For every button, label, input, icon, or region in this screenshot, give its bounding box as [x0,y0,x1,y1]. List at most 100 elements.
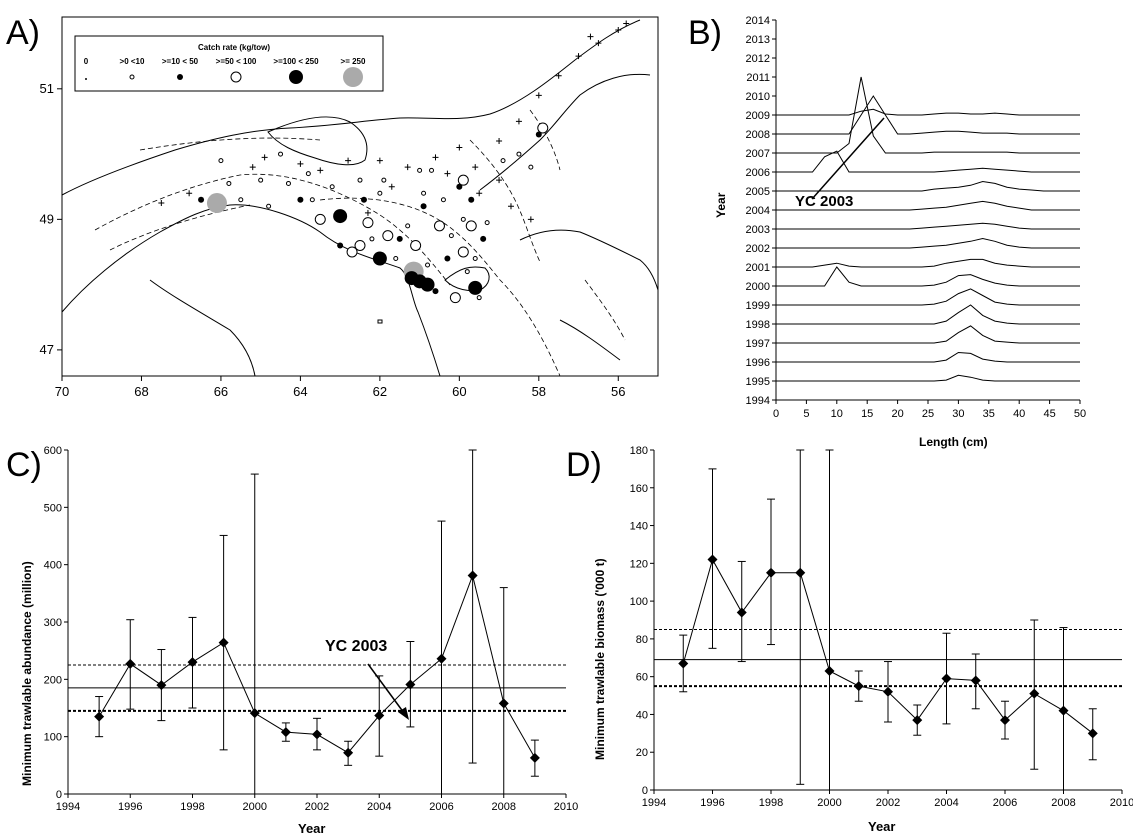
legend-symbol [85,78,87,80]
panel-c-data-point [405,679,416,690]
panel-c-data-point [280,727,291,738]
panel-c-data-point [374,710,385,721]
panel-d-x-tick-label: 2010 [1110,797,1133,809]
panel-c-data-point [94,711,105,722]
panel-b-y-tick-label: 2011 [746,72,770,84]
panel-b-y-tick-label: 2003 [746,224,770,236]
panel-b-y-tick-label: 2014 [746,15,770,27]
catch-point [575,53,582,60]
catch-point [297,196,304,203]
panel-c-x-tick-label: 1998 [180,801,204,813]
catch-point [360,196,367,203]
legend-label: 0 [84,57,89,66]
catch-point [515,118,522,125]
panel-b-x-tick-label: 50 [1074,408,1086,420]
catch-point [372,251,387,266]
catch-point [615,27,622,34]
map-x-tick-label: 64 [293,384,307,399]
panel-c-y-tick-label: 0 [56,789,62,801]
panel-b-y-tick-label: 1996 [746,357,770,369]
coastline [61,19,659,377]
panel-d-y-tick-label: 80 [636,634,648,646]
catch-point [444,255,451,262]
panel-b-y-tick-label: 2009 [746,110,770,122]
panel-d-data-point [678,658,689,669]
catch-point [404,164,411,171]
length-frequency-line [776,200,1080,211]
legend-label: >=10 < 50 [162,57,199,66]
map-x-tick-label: 66 [214,384,228,399]
catch-point [496,177,503,184]
catch-point [382,230,394,242]
catch-point [587,33,594,40]
panel-d-y-tick-label: 140 [630,521,648,533]
legend-symbol [129,74,135,80]
legend-symbol [289,70,303,84]
panel-b-x-tick-label: 5 [803,408,809,420]
catch-point [297,160,304,167]
legend-box [74,35,384,92]
panel-d-data-point [970,675,981,686]
catch-point [258,177,264,183]
panel-b-ticks: 0 5 10 15 20 25 30 35 40 45 50 1994 1995 1996 1997 1998… [746,15,1087,420]
panel-d-plot: 1994 1996 1998 2000 2002 2004 2006 2008 2010 0 20 4… [630,445,1133,809]
catch-point [535,131,542,138]
catch-point [472,164,479,171]
catch-point [226,180,232,186]
catch-point [357,177,363,183]
panel-b-x-tick-label: 45 [1043,408,1055,420]
panel-c-x-tick-label: 2002 [305,801,329,813]
panel-b-y-tick-label: 2002 [746,243,770,255]
catch-point [405,223,411,229]
panel-c-data-point [312,729,322,740]
length-frequency-line [776,76,1080,154]
panel-b-y-tick-label: 2013 [746,34,770,46]
panel-d-data-point [707,554,718,565]
panel-d-data-point [1087,728,1098,739]
panel-d-data-point [912,715,923,726]
panel-d-x-tick-label: 2008 [1051,797,1075,809]
panel-b-y-tick-label: 2010 [746,91,770,103]
legend-label: >=50 < 100 [216,57,257,66]
map-x-tick-label: 58 [532,384,546,399]
catch-point [314,213,326,225]
panel-c-data-point [187,657,198,668]
legend-label: >=100 < 250 [273,57,319,66]
panel-d-ylabel: Minimum trawlable biomass ('000 t) [593,558,607,760]
panel-d-y-tick-label: 120 [630,558,648,570]
panel-d-x-tick-label: 2000 [817,797,841,809]
panel-c-x-tick-label: 2006 [429,801,453,813]
panel-b-xlabel: Length (cm) [919,435,988,449]
panel-d-data-point [853,681,864,692]
catch-point [218,158,224,164]
catch-point [381,177,387,183]
panel-b-x-tick-label: 40 [1013,408,1025,420]
catch-point [496,138,503,145]
catch-point [388,183,395,190]
map-axes: 70 68 66 64 62 60 58 56 51 49 47 [40,81,626,399]
catch-point [396,235,403,242]
length-frequency-line [776,108,1080,116]
panel-d-data-point [736,607,747,618]
panel-d-data-point [941,673,952,684]
catch-point [261,154,268,161]
map-x-tick-label: 70 [55,384,69,399]
panel-b-y-tick-label: 1997 [746,338,770,350]
catch-point [440,197,446,203]
panel-b-annotation: YC 2003 [795,193,853,210]
panel-c-data-point [218,637,229,648]
catch-point [456,183,463,190]
catch-point [500,158,506,164]
catch-point [448,233,454,239]
catch-point [480,235,487,242]
catch-point [433,220,445,232]
panel-c-annotation: YC 2003 [325,638,387,655]
panel-c-data-point [498,698,509,709]
panel-b-y-tick-label: 2004 [746,205,770,217]
panel-b-y-tick-label: 2005 [746,186,770,198]
catch-point [206,193,227,214]
catch-point [528,164,534,170]
catch-point [555,72,562,79]
catch-point [369,236,375,242]
catch-point [329,184,335,190]
